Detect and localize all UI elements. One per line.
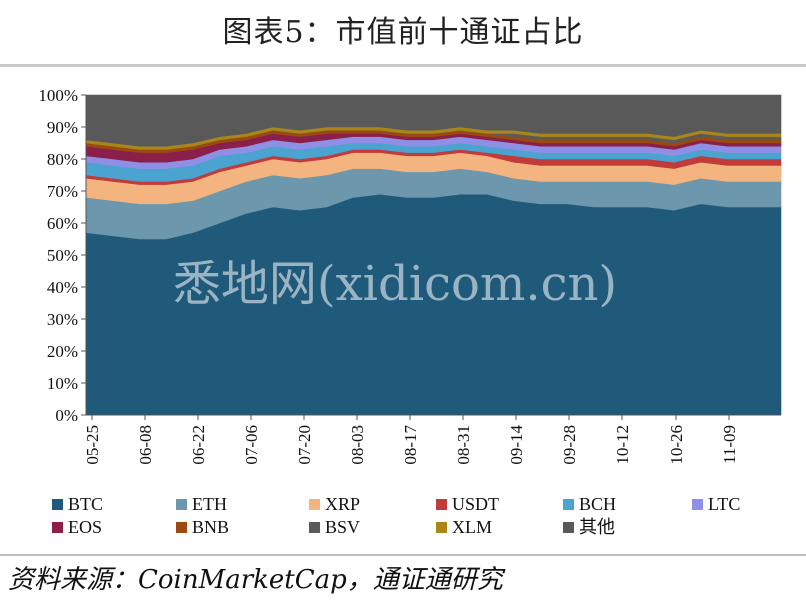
chart: 0%10%20%30%40%50%60%70%80%90%100% 05-25 0… xyxy=(38,86,782,537)
chart-title: 图表5：市值前十通证占比 xyxy=(222,15,584,50)
x-tick-label: 08-03 xyxy=(348,425,367,465)
x-tick-label: 11-09 xyxy=(720,425,739,464)
legend-label: USDT xyxy=(452,494,499,514)
legend-swatch xyxy=(176,499,187,510)
legend-label: XRP xyxy=(325,494,360,514)
x-tick-label: 06-22 xyxy=(189,425,208,465)
y-tick-label: 60% xyxy=(47,214,78,233)
x-axis-ticks: 05-25 06-08 06-22 07-06 07-20 08-03 08-17 08-31… xyxy=(83,415,739,465)
legend-label: BNB xyxy=(192,517,229,537)
legend-swatch xyxy=(176,522,187,533)
legend-label: ETH xyxy=(192,494,227,514)
x-tick-label: 05-25 xyxy=(83,425,102,465)
y-tick-label: 50% xyxy=(47,246,78,265)
legend-swatch xyxy=(436,499,447,510)
y-tick-label: 20% xyxy=(47,342,78,361)
x-tick-label: 10-12 xyxy=(613,425,632,465)
y-tick-label: 100% xyxy=(38,86,78,105)
y-tick-label: 30% xyxy=(47,310,78,329)
y-tick-label: 10% xyxy=(47,374,78,393)
x-tick-label: 09-28 xyxy=(560,425,579,465)
y-tick-label: 0% xyxy=(55,406,78,425)
stacked-areas xyxy=(85,94,782,416)
x-tick-label: 08-31 xyxy=(454,425,473,465)
legend-label: 其他 xyxy=(579,517,615,537)
y-tick-label: 70% xyxy=(47,182,78,201)
legend-swatch xyxy=(309,522,320,533)
legend-swatch xyxy=(436,522,447,533)
legend-label: LTC xyxy=(708,494,740,514)
legend-swatch xyxy=(692,499,703,510)
legend: BTC ETH XRP USDT BCH LTC EOS BNB BSV XLM 其他 xyxy=(52,494,740,537)
x-tick-label: 07-20 xyxy=(295,425,314,465)
legend-label: BSV xyxy=(325,517,360,537)
legend-label: EOS xyxy=(68,517,102,537)
x-tick-label: 07-06 xyxy=(242,425,261,465)
legend-swatch xyxy=(563,522,574,533)
source-divider xyxy=(0,554,806,556)
legend-swatch xyxy=(563,499,574,510)
legend-swatch xyxy=(309,499,320,510)
x-tick-label: 06-08 xyxy=(136,425,155,465)
y-tick-label: 90% xyxy=(47,118,78,137)
title-divider xyxy=(0,64,806,67)
x-tick-label: 09-14 xyxy=(507,425,526,465)
series-area-other xyxy=(85,94,782,147)
source-note: 资料来源：CoinMarketCap，通证通研究 xyxy=(8,565,503,595)
y-axis-ticks: 0% 10% 20% 30% 40% 50% 60% 70% 80% 90% 100% xyxy=(38,86,86,425)
legend-label: BCH xyxy=(579,494,616,514)
legend-label: XLM xyxy=(452,517,492,537)
x-tick-label: 08-17 xyxy=(401,425,420,465)
y-tick-label: 40% xyxy=(47,278,78,297)
y-tick-label: 80% xyxy=(47,150,78,169)
legend-swatch xyxy=(52,522,63,533)
x-tick-label: 10-26 xyxy=(667,425,686,465)
legend-label: BTC xyxy=(68,494,103,514)
legend-swatch xyxy=(52,499,63,510)
watermark-text: 悉地网(xidicom.cn) xyxy=(173,256,617,312)
